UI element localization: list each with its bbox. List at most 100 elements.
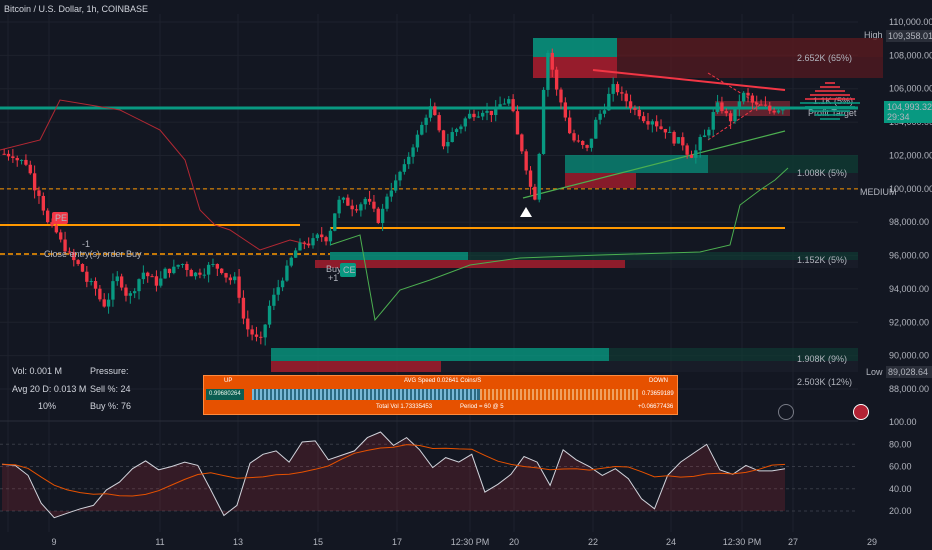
candle-body bbox=[76, 260, 80, 265]
candle-body bbox=[572, 133, 576, 141]
time-tick: 29 bbox=[867, 537, 877, 547]
candle-body bbox=[402, 164, 407, 172]
liquidity-zone bbox=[441, 361, 858, 372]
candle-body bbox=[50, 222, 54, 226]
candle-body bbox=[220, 268, 224, 274]
candle-body bbox=[615, 84, 620, 93]
price-tick: 90,000.00 bbox=[889, 351, 929, 361]
candle-body bbox=[554, 69, 559, 90]
candle-body bbox=[46, 210, 50, 223]
candle-body bbox=[715, 102, 720, 113]
candle-body bbox=[441, 130, 446, 147]
candle-body bbox=[98, 288, 102, 300]
candle-body bbox=[115, 276, 119, 282]
candle-body bbox=[54, 225, 59, 233]
candle-body bbox=[280, 280, 285, 288]
candle-body bbox=[511, 99, 515, 112]
time-tick: 13 bbox=[233, 537, 243, 547]
candle-body bbox=[380, 208, 385, 223]
candle-body bbox=[637, 109, 641, 117]
candle-body bbox=[293, 250, 298, 258]
profile-bar bbox=[820, 86, 840, 88]
candle-body bbox=[702, 135, 707, 138]
candle-body bbox=[481, 112, 485, 117]
candle-body bbox=[541, 89, 546, 154]
candle-body bbox=[24, 159, 28, 165]
candle-body bbox=[424, 117, 428, 125]
speed-total: Total Vol 1.73335453 bbox=[376, 404, 433, 410]
candle-body bbox=[41, 195, 45, 211]
speed-bar-up bbox=[252, 389, 477, 400]
profile-bar bbox=[800, 102, 860, 104]
minus-one-label: -1 bbox=[82, 239, 90, 249]
candle-body bbox=[272, 294, 276, 306]
candle-body bbox=[202, 274, 206, 276]
profit-target-label: Profit Target bbox=[808, 108, 857, 118]
pe-label: PE bbox=[55, 213, 67, 223]
candle-body bbox=[372, 201, 376, 209]
candle-body bbox=[328, 230, 333, 242]
candle-body bbox=[11, 156, 15, 159]
profile-bar bbox=[805, 106, 855, 108]
candle-body bbox=[546, 52, 550, 90]
candle-body bbox=[315, 234, 320, 239]
liquidity-zone bbox=[565, 173, 636, 188]
osc-tick: 20.00 bbox=[889, 506, 912, 516]
candle-body bbox=[237, 276, 241, 298]
candle-body bbox=[119, 276, 124, 288]
liquidity-zone bbox=[636, 173, 858, 188]
candle-body bbox=[415, 134, 420, 148]
time-tick: 24 bbox=[666, 537, 676, 547]
time-tick: 9 bbox=[51, 537, 56, 547]
candle-body bbox=[15, 158, 19, 161]
candle-body bbox=[198, 272, 202, 275]
candle-body bbox=[611, 84, 615, 94]
osc-ma-line bbox=[1, 444, 786, 497]
candle-body bbox=[589, 138, 594, 148]
osc-tick: 60.00 bbox=[889, 462, 912, 472]
candle-body bbox=[19, 159, 24, 161]
time-tick: 20 bbox=[509, 537, 519, 547]
candle-body bbox=[302, 242, 306, 244]
candle-body bbox=[750, 95, 755, 103]
liquidity-zone bbox=[271, 348, 609, 361]
candle-body bbox=[755, 102, 759, 105]
candle-body bbox=[289, 257, 293, 266]
candle-body bbox=[724, 111, 728, 114]
speed-title: AVG Speed 0.02641 Coins/S bbox=[404, 378, 482, 384]
time-tick: 22 bbox=[588, 537, 598, 547]
us-flag-icon[interactable] bbox=[853, 404, 869, 420]
price-tick: 98,000.00 bbox=[889, 217, 929, 227]
current-price: 104,993.32 bbox=[887, 102, 932, 112]
candle-body bbox=[398, 171, 402, 181]
candle-body bbox=[385, 196, 389, 209]
candle-body bbox=[63, 239, 67, 252]
high-value: 109,358.01 bbox=[888, 31, 932, 41]
lightning-icon[interactable] bbox=[778, 404, 794, 420]
candle-body bbox=[515, 111, 520, 135]
candle-body bbox=[507, 99, 511, 104]
sell-percent: Sell %: 24 bbox=[90, 384, 131, 394]
low-label: Low bbox=[866, 367, 883, 377]
profile-bar bbox=[825, 82, 835, 84]
candle-body bbox=[437, 115, 441, 131]
wedge-line bbox=[707, 104, 761, 141]
candle-body bbox=[485, 110, 489, 113]
candle-body bbox=[267, 305, 272, 325]
trend-down bbox=[592, 69, 786, 91]
candle-body bbox=[189, 270, 193, 277]
candle-body bbox=[228, 277, 233, 281]
candle-body bbox=[259, 336, 263, 338]
candle-body bbox=[472, 113, 476, 118]
candle-body bbox=[772, 110, 776, 113]
symbol-title: Bitcoin / U.S. Dollar, 1h, COINBASE bbox=[4, 4, 149, 14]
candle-body bbox=[550, 52, 554, 70]
candle-body bbox=[215, 264, 219, 269]
countdown: 29:34 bbox=[887, 112, 910, 122]
candle-body bbox=[298, 242, 302, 251]
trend-up bbox=[522, 130, 786, 199]
candle-body bbox=[663, 129, 668, 133]
osc-tick: 40.00 bbox=[889, 484, 912, 494]
price-tick: 92,000.00 bbox=[889, 317, 929, 327]
candle-body bbox=[776, 110, 781, 113]
